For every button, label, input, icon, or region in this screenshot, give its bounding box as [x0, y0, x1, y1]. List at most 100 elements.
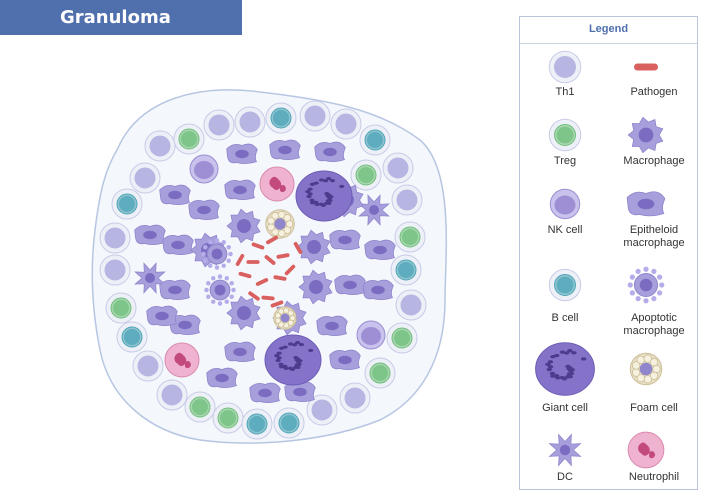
pathogen-rod [634, 63, 658, 71]
pathogen-rod [251, 242, 265, 250]
pathogen-cell [634, 63, 658, 71]
treg-cell [212, 402, 244, 434]
pathogen-rod [276, 253, 290, 259]
pathogen-rod [266, 235, 278, 245]
th1-cell [548, 50, 582, 84]
dc-cell [358, 194, 390, 226]
epithelioid-cell [206, 367, 238, 388]
th1-cell [156, 379, 188, 411]
bcell-cell [241, 408, 273, 440]
nk-cell [549, 188, 581, 220]
epithelioid-cell [159, 279, 191, 300]
nk-cell [356, 320, 386, 350]
th1-cell [395, 289, 427, 321]
foam-cell [265, 209, 295, 239]
pathogen-rod [293, 242, 303, 254]
legend-label-dc: DC [557, 471, 573, 483]
epithelioid-cell [162, 234, 194, 255]
epithelioid-cell [224, 341, 256, 362]
pathogen-rod [273, 275, 287, 281]
pathogen-cell [255, 278, 269, 286]
pathogen-cell [246, 260, 260, 264]
bcell-cell [111, 188, 143, 220]
macrophage-cell [226, 295, 261, 331]
pathogen-cell [276, 253, 290, 259]
nk-cell [189, 154, 219, 184]
legend-label-nk: NK cell [547, 224, 583, 236]
macrophage-cell [226, 208, 261, 244]
epithelioid-cell [249, 382, 281, 403]
pathogen-rod [255, 278, 269, 286]
treg-cell [548, 118, 582, 152]
giant-cell [264, 334, 322, 386]
epithelioid-cell [188, 199, 220, 220]
pathogen-cell [273, 275, 287, 281]
legend-label-pathogen: Pathogen [630, 86, 678, 98]
epithelioid-cell [159, 184, 191, 205]
apoptotic-cell [201, 238, 233, 270]
pathogen-cell [293, 242, 303, 254]
th1-cell [144, 130, 176, 162]
bcell-cell [265, 102, 297, 134]
pathogen-cell [238, 271, 252, 279]
treg-cell [350, 159, 382, 191]
legend-panel: Legend Th1 Pathogen Treg Macrophage NK c… [519, 16, 698, 490]
th1-cell [306, 394, 338, 426]
th1-cell [391, 184, 423, 216]
th1-cell [99, 254, 131, 286]
treg-cell [394, 221, 426, 253]
treg-cell [184, 391, 216, 423]
dc-cell [134, 262, 166, 294]
apoptotic-cell [627, 266, 665, 304]
foam-cell [273, 306, 297, 330]
neutrophil-cell [627, 431, 665, 469]
neutrophil-cell [259, 166, 295, 202]
epithelioid-cell [226, 143, 258, 164]
epithelioid-cell [284, 381, 316, 402]
epithelioid-cell [364, 239, 396, 260]
pathogen-cell [235, 254, 245, 266]
legend-label-macrophage: Macrophage [623, 155, 685, 167]
neutrophil-cell [164, 342, 200, 378]
pathogen-rod [261, 295, 275, 301]
legend-label-th1: Th1 [555, 86, 575, 98]
th1-cell [299, 100, 331, 132]
pathogen-rod [270, 300, 284, 308]
treg-cell [105, 292, 137, 324]
th1-cell [382, 152, 414, 184]
bcell-cell [359, 124, 391, 156]
legend-label-neutrophil: Neutrophil [628, 471, 680, 483]
pathogen-cell [264, 255, 276, 265]
epithelioid-cell [269, 139, 301, 160]
legend-icons [535, 50, 666, 469]
legend-label-apoptotic: Apoptotic macrophage [623, 312, 685, 337]
treg-cell [386, 322, 418, 354]
legend-header: Legend [520, 17, 697, 44]
th1-cell [330, 108, 362, 140]
epithelioid-cell [334, 274, 366, 295]
pathogen-cell [270, 300, 284, 308]
epithelioid-cell [362, 279, 394, 300]
th1-cell [203, 109, 235, 141]
dc-cell [548, 433, 582, 467]
pathogen-cell [251, 242, 265, 250]
epithelioid-cell [224, 179, 256, 200]
epithelioid-cell [169, 314, 201, 335]
diagram-title: Granuloma [60, 7, 171, 28]
pathogen-rod [246, 260, 260, 264]
pathogen-rod [238, 271, 252, 279]
epithelioid-cell [146, 305, 178, 326]
epithelioid-cell [329, 349, 361, 370]
pathogen-cell [261, 295, 275, 301]
legend-label-bcell: B cell [551, 312, 579, 324]
pathogen-rod [284, 264, 296, 276]
pathogen-cell [248, 291, 260, 301]
pathogen-rod [235, 254, 245, 266]
epithelioid-cell [134, 224, 166, 245]
apoptotic-cell [204, 274, 236, 306]
bcell-cell [548, 268, 582, 302]
macrophage-cell [627, 116, 664, 154]
th1-cell [132, 350, 164, 382]
pathogen-cell [266, 235, 278, 245]
legend-label-epithelioid: Epitheloid macrophage [623, 224, 685, 249]
